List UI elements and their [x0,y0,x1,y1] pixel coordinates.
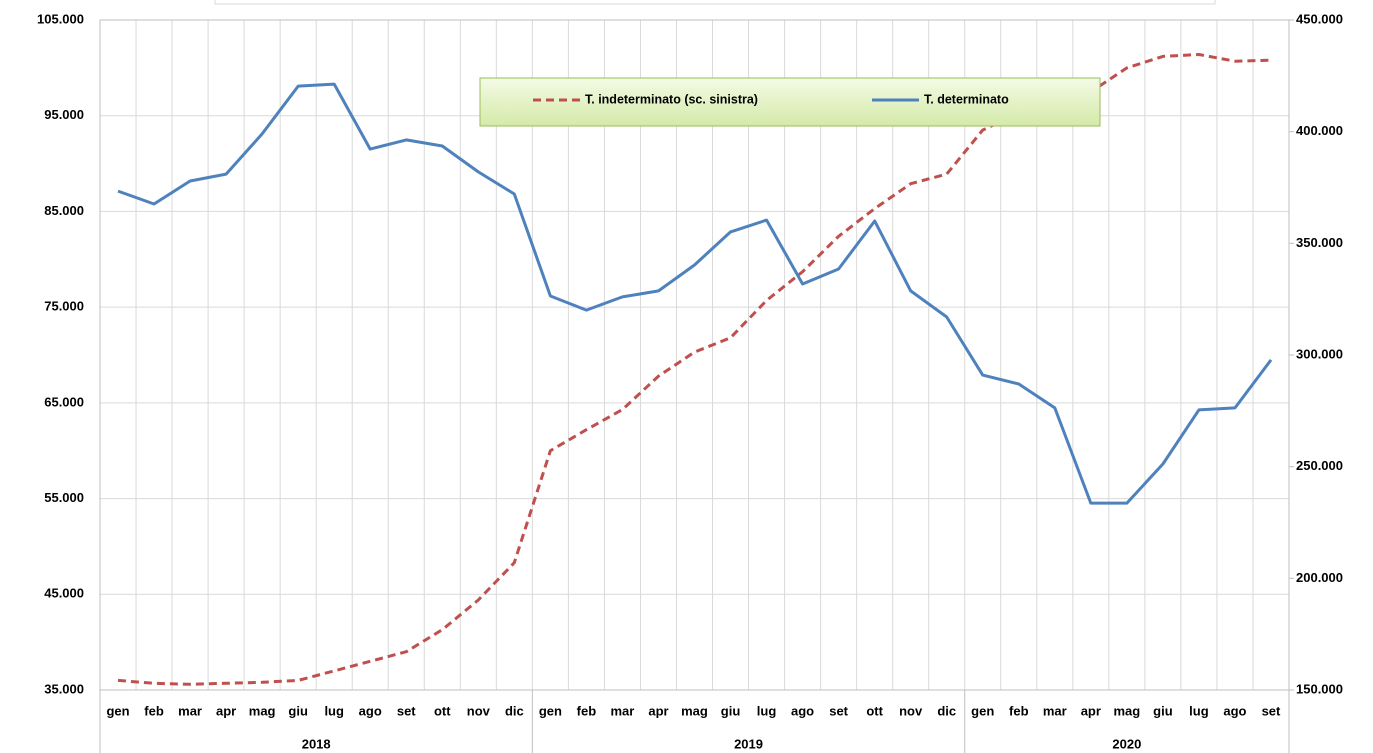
x-group-label: 2020 [1112,736,1141,751]
legend-label: T. determinato [924,92,1009,106]
x-tick-label: mar [1043,703,1067,718]
x-tick-label: apr [216,703,236,718]
x-tick-label: dic [505,703,524,718]
x-group-label: 2018 [302,736,331,751]
y-tick-label: 45.000 [44,586,84,601]
x-tick-label: giu [721,703,741,718]
x-tick-label: mag [249,703,276,718]
x-tick-label: lug [1189,703,1209,718]
y2-tick-label: 250.000 [1296,458,1343,473]
x-tick-label: feb [1009,703,1029,718]
y-tick-label: 85.000 [44,203,84,218]
legend-box [479,77,1101,127]
legend-label: T. indeterminato (sc. sinistra) [585,92,758,106]
x-tick-label: gen [106,703,129,718]
y2-tick-label: 450.000 [1296,11,1343,26]
y2-tick-label: 150.000 [1296,681,1343,696]
x-tick-label: feb [577,703,597,718]
x-tick-label: giu [1153,703,1173,718]
x-tick-label: ott [434,703,451,718]
x-tick-label: ago [359,703,382,718]
y-tick-label: 95.000 [44,107,84,122]
y-tick-label: 75.000 [44,299,84,314]
plot-border [99,19,1290,691]
series-line [117,53,1272,686]
x-tick-label: set [1262,703,1281,718]
x-tick-label: mag [681,703,708,718]
x-tick-label: dic [937,703,956,718]
x-group-label: 2019 [734,736,763,751]
x-tick-label: apr [648,703,668,718]
y2-tick-label: 300.000 [1296,346,1343,361]
x-tick-label: mag [1113,703,1140,718]
y-tick-label: 105.000 [37,11,84,26]
x-tick-label: mar [178,703,202,718]
x-tick-label: ago [791,703,814,718]
y-tick-label: 55.000 [44,490,84,505]
x-tick-label: gen [539,703,562,718]
x-tick-label: gen [971,703,994,718]
y-tick-label: 65.000 [44,394,84,409]
x-tick-label: lug [324,703,344,718]
title-box [214,0,1216,5]
x-tick-label: apr [1081,703,1101,718]
x-tick-label: ott [866,703,883,718]
x-tick-label: feb [144,703,164,718]
y2-tick-label: 350.000 [1296,235,1343,250]
x-tick-label: giu [288,703,308,718]
series-line [117,82,1273,505]
x-tick-label: set [397,703,416,718]
x-tick-label: mar [611,703,635,718]
x-tick-label: lug [757,703,777,718]
x-tick-label: nov [467,703,491,718]
y2-tick-label: 200.000 [1296,570,1343,585]
x-tick-label: set [829,703,848,718]
x-tick-label: nov [899,703,923,718]
y-tick-label: 35.000 [44,681,84,696]
x-tick-label: ago [1223,703,1246,718]
y2-tick-label: 400.000 [1296,123,1343,138]
